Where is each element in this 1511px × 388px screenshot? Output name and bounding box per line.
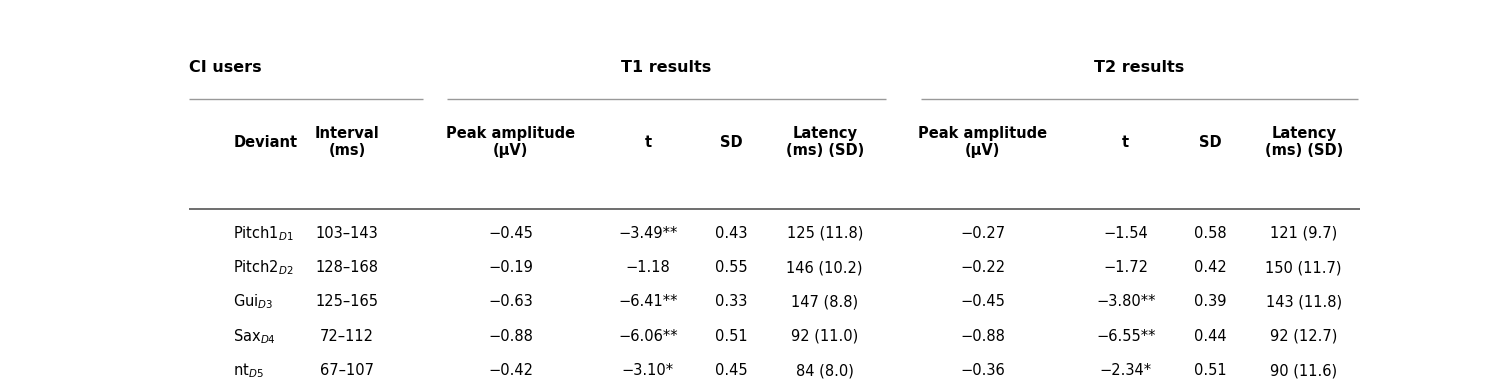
Text: 67–107: 67–107: [320, 363, 373, 378]
Text: −0.88: −0.88: [961, 329, 1005, 344]
Text: 0.45: 0.45: [715, 363, 748, 378]
Text: 92 (12.7): 92 (12.7): [1271, 329, 1337, 344]
Text: Pitch2$_{D2}$: Pitch2$_{D2}$: [233, 258, 295, 277]
Text: 92 (11.0): 92 (11.0): [792, 329, 858, 344]
Text: −1.18: −1.18: [626, 260, 671, 275]
Text: Pitch1$_{D1}$: Pitch1$_{D1}$: [233, 224, 295, 242]
Text: 0.33: 0.33: [715, 294, 748, 310]
Text: 128–168: 128–168: [316, 260, 378, 275]
Text: −0.22: −0.22: [961, 260, 1005, 275]
Text: Sax$_{D4}$: Sax$_{D4}$: [233, 327, 277, 346]
Text: 0.51: 0.51: [1194, 363, 1227, 378]
Text: −0.63: −0.63: [488, 294, 533, 310]
Text: Interval
(ms): Interval (ms): [314, 126, 379, 158]
Text: 0.58: 0.58: [1194, 226, 1227, 241]
Text: −0.88: −0.88: [488, 329, 533, 344]
Text: −2.34*: −2.34*: [1100, 363, 1151, 378]
Text: Gui$_{D3}$: Gui$_{D3}$: [233, 293, 273, 311]
Text: 0.39: 0.39: [1194, 294, 1227, 310]
Text: −6.06**: −6.06**: [618, 329, 678, 344]
Text: −3.80**: −3.80**: [1095, 294, 1156, 310]
Text: −0.36: −0.36: [961, 363, 1005, 378]
Text: −1.72: −1.72: [1103, 260, 1148, 275]
Text: SD: SD: [1198, 135, 1221, 150]
Text: −1.54: −1.54: [1103, 226, 1148, 241]
Text: Latency
(ms) (SD): Latency (ms) (SD): [1265, 126, 1343, 158]
Text: t: t: [1123, 135, 1129, 150]
Text: 90 (11.6): 90 (11.6): [1271, 363, 1337, 378]
Text: Deviant: Deviant: [233, 135, 298, 150]
Text: 146 (10.2): 146 (10.2): [787, 260, 863, 275]
Text: −0.27: −0.27: [961, 226, 1005, 241]
Text: T1 results: T1 results: [621, 60, 712, 75]
Text: −6.55**: −6.55**: [1095, 329, 1156, 344]
Text: nt$_{D5}$: nt$_{D5}$: [233, 361, 264, 380]
Text: −0.42: −0.42: [488, 363, 533, 378]
Text: 0.51: 0.51: [715, 329, 748, 344]
Text: 143 (11.8): 143 (11.8): [1266, 294, 1342, 310]
Text: 125–165: 125–165: [316, 294, 378, 310]
Text: −0.45: −0.45: [488, 226, 533, 241]
Text: 103–143: 103–143: [316, 226, 378, 241]
Text: 0.42: 0.42: [1194, 260, 1227, 275]
Text: 0.43: 0.43: [715, 226, 748, 241]
Text: Peak amplitude
(μV): Peak amplitude (μV): [446, 126, 576, 158]
Text: 147 (8.8): 147 (8.8): [792, 294, 858, 310]
Text: 0.55: 0.55: [715, 260, 748, 275]
Text: 84 (8.0): 84 (8.0): [796, 363, 854, 378]
Text: t: t: [644, 135, 651, 150]
Text: −0.19: −0.19: [488, 260, 533, 275]
Text: 125 (11.8): 125 (11.8): [787, 226, 863, 241]
Text: −0.45: −0.45: [961, 294, 1005, 310]
Text: −3.10*: −3.10*: [623, 363, 674, 378]
Text: T2 results: T2 results: [1094, 60, 1185, 75]
Text: −3.49**: −3.49**: [618, 226, 677, 241]
Text: 0.44: 0.44: [1194, 329, 1227, 344]
Text: 150 (11.7): 150 (11.7): [1265, 260, 1342, 275]
Text: 72–112: 72–112: [320, 329, 373, 344]
Text: CI users: CI users: [189, 60, 261, 75]
Text: Peak amplitude
(μV): Peak amplitude (μV): [919, 126, 1047, 158]
Text: SD: SD: [719, 135, 742, 150]
Text: 121 (9.7): 121 (9.7): [1271, 226, 1337, 241]
Text: −6.41**: −6.41**: [618, 294, 677, 310]
Text: Latency
(ms) (SD): Latency (ms) (SD): [786, 126, 864, 158]
